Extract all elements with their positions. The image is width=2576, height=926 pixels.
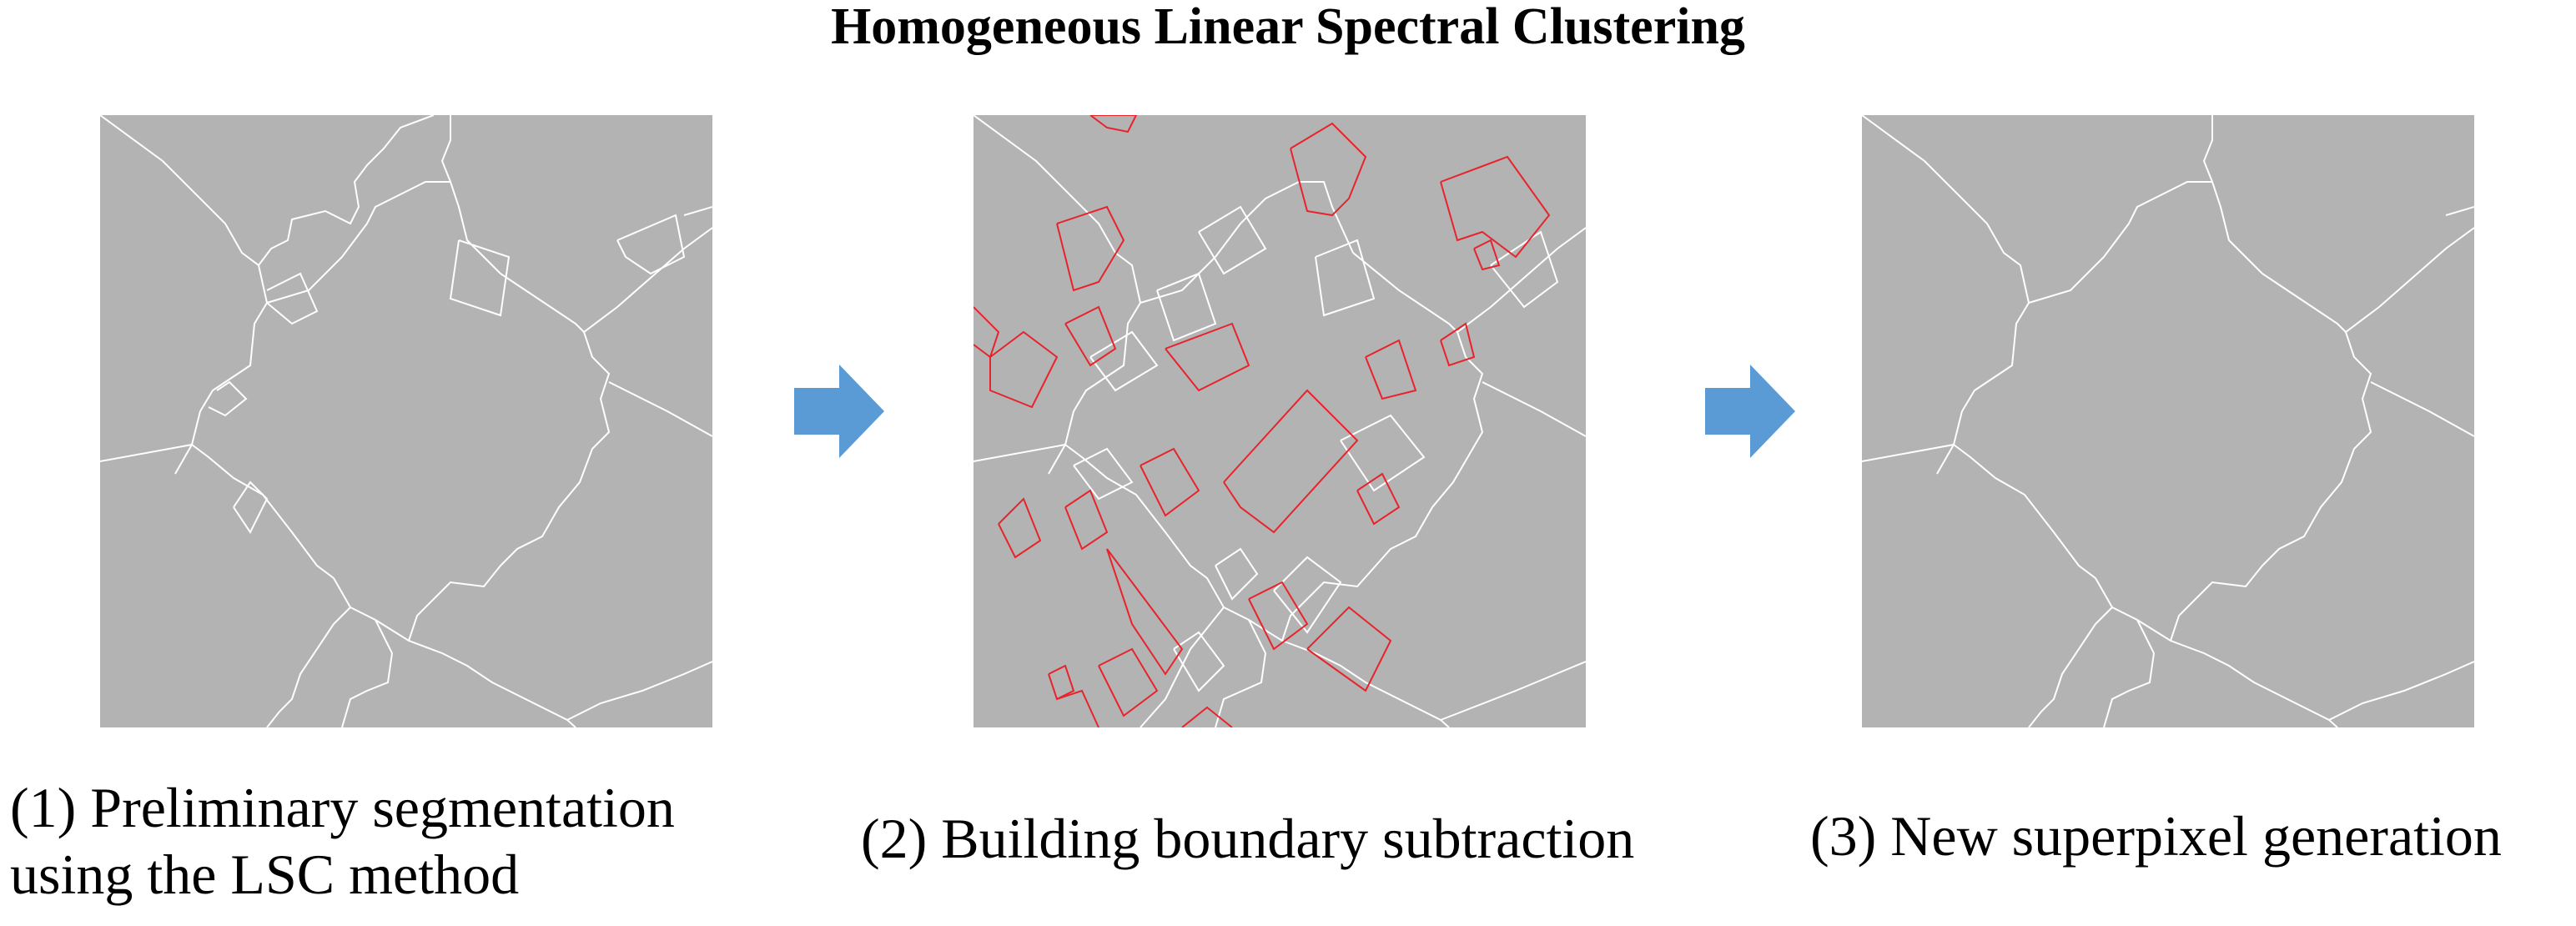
right-arrow-icon	[1705, 365, 1795, 458]
caption-step-1-line-1: (1) Preliminary segmentation	[10, 776, 675, 839]
caption-step-2: (2) Building boundary subtraction	[861, 807, 1635, 870]
segmentation-map-3	[1862, 115, 2474, 727]
superpixel-boundaries	[974, 115, 1586, 727]
right-arrow-icon	[794, 365, 884, 458]
superpixel-boundaries	[1862, 115, 2474, 727]
caption-step-1-line-2: using the LSC method	[10, 843, 520, 906]
segmentation-map-1	[100, 115, 712, 727]
segmentation-map-2	[974, 115, 1586, 727]
caption-step-3: (3) New superpixel generation	[1810, 804, 2502, 868]
diagram-title: Homogeneous Linear Spectral Clustering	[831, 0, 1745, 55]
panel-new-superpixel-generation	[1862, 115, 2474, 727]
caption-step-1: (1) Preliminary segmentation using the L…	[10, 774, 675, 908]
panel-preliminary-segmentation	[100, 115, 712, 727]
superpixel-boundaries	[100, 115, 712, 727]
building-boundaries	[974, 115, 1551, 727]
panel-building-boundary-subtraction	[974, 115, 1586, 727]
